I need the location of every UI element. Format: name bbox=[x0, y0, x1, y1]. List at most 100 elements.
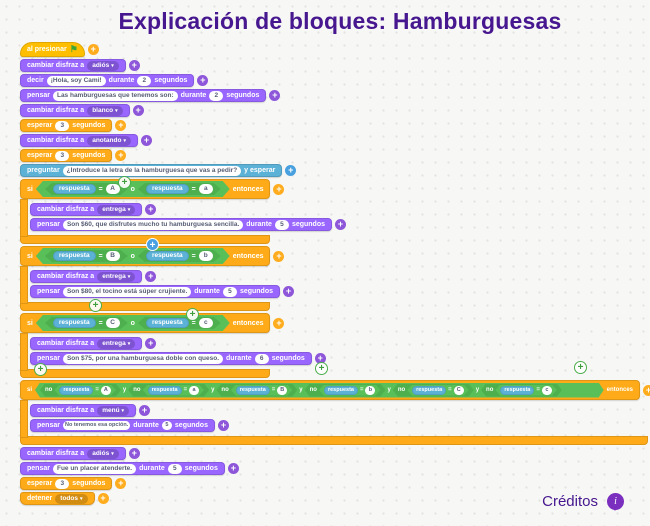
dropdown[interactable]: entrega ▾ bbox=[97, 338, 136, 349]
plus-button[interactable]: + bbox=[283, 286, 294, 297]
value-input[interactable]: A bbox=[106, 184, 120, 194]
respuesta-reporter[interactable]: respuesta bbox=[236, 386, 270, 395]
value-input[interactable]: B bbox=[106, 251, 120, 261]
plus-button[interactable]: + bbox=[227, 463, 239, 474]
respuesta-reporter[interactable]: respuesta bbox=[53, 251, 96, 261]
value-input[interactable]: 3 bbox=[55, 478, 70, 489]
plus-button[interactable]: + bbox=[197, 75, 209, 86]
floating-plus-marker[interactable]: + bbox=[89, 299, 102, 312]
value-input[interactable]: 6 bbox=[254, 353, 269, 364]
plus-button[interactable]: + bbox=[273, 317, 285, 329]
value-input[interactable]: C bbox=[106, 318, 120, 328]
dropdown[interactable]: anotando ▾ bbox=[87, 135, 131, 146]
credits-label[interactable]: Créditos bbox=[542, 493, 598, 510]
plus-button[interactable]: + bbox=[115, 150, 127, 161]
block-label: pensar bbox=[37, 422, 60, 429]
dropdown[interactable]: todos ▾ bbox=[55, 493, 88, 504]
value-input[interactable]: C bbox=[454, 386, 464, 395]
plus-button[interactable]: + bbox=[145, 204, 157, 215]
plus-button[interactable]: + bbox=[335, 219, 346, 230]
text-input[interactable]: Son $75, por una hamburguesa doble con q… bbox=[62, 353, 224, 364]
text-input[interactable]: Son $60, que disfrutes mucho tu hamburgu… bbox=[62, 219, 244, 230]
value-input[interactable]: 5 bbox=[274, 219, 289, 230]
dropdown[interactable]: adiós ▾ bbox=[87, 448, 119, 459]
block-label: y esperar bbox=[244, 167, 276, 174]
value-input[interactable]: c bbox=[199, 318, 213, 328]
plus-button[interactable]: + bbox=[285, 165, 297, 176]
text-input[interactable]: No tenemos esa opción. bbox=[62, 421, 131, 430]
respuesta-reporter[interactable]: respuesta bbox=[500, 386, 534, 395]
text-input[interactable]: ¿Introduce la letra de la hamburguesa qu… bbox=[62, 165, 242, 176]
floating-plus-marker[interactable]: + bbox=[574, 361, 587, 374]
respuesta-reporter[interactable]: respuesta bbox=[146, 184, 189, 194]
plus-button[interactable]: + bbox=[269, 90, 281, 101]
script-row: cambiar disfraz a entrega ▾ + bbox=[30, 270, 650, 283]
respuesta-reporter[interactable]: respuesta bbox=[59, 386, 93, 395]
dropdown-value: menú bbox=[102, 407, 120, 414]
plus-button[interactable]: + bbox=[273, 250, 285, 262]
plus-button[interactable]: + bbox=[132, 105, 144, 116]
value-input[interactable]: 3 bbox=[55, 150, 70, 161]
plus-button[interactable]: + bbox=[314, 353, 326, 364]
respuesta-reporter[interactable]: respuesta bbox=[146, 251, 189, 261]
dropdown[interactable]: adiós ▾ bbox=[87, 60, 119, 71]
text-input[interactable]: Fue un placer atenderte. bbox=[52, 463, 137, 474]
plus-button[interactable]: + bbox=[87, 44, 99, 55]
respuesta-reporter[interactable]: respuesta bbox=[324, 386, 358, 395]
value-input[interactable]: 5 bbox=[222, 286, 237, 297]
block-looks: cambiar disfraz a adiós ▾ bbox=[20, 59, 126, 72]
respuesta-reporter[interactable]: respuesta bbox=[148, 386, 182, 395]
plus-button[interactable]: + bbox=[217, 420, 229, 431]
plus-button[interactable]: + bbox=[139, 405, 151, 416]
floating-plus-marker[interactable]: + bbox=[118, 176, 131, 189]
condition-hex: no respuesta = a bbox=[128, 384, 209, 397]
value-input[interactable]: 5 bbox=[161, 421, 172, 430]
condition-hex: respuesta = b bbox=[138, 250, 221, 262]
value-input[interactable]: 5 bbox=[167, 463, 182, 474]
plus-button[interactable]: + bbox=[145, 338, 157, 349]
value-input[interactable]: b bbox=[365, 386, 375, 395]
value-input[interactable]: a bbox=[189, 386, 199, 395]
plus-button[interactable]: + bbox=[273, 183, 285, 195]
value-input[interactable]: A bbox=[101, 386, 111, 395]
script-row: cambiar disfraz a adiós ▾ + bbox=[20, 447, 650, 460]
plus-button[interactable]: + bbox=[140, 135, 152, 146]
respuesta-reporter[interactable]: respuesta bbox=[412, 386, 446, 395]
dropdown[interactable]: blanco ▾ bbox=[87, 105, 123, 116]
plus-button[interactable]: + bbox=[115, 120, 127, 131]
value-input[interactable]: B bbox=[277, 386, 287, 395]
respuesta-reporter[interactable]: respuesta bbox=[53, 184, 96, 194]
plus-button[interactable]: + bbox=[643, 384, 650, 396]
text-input[interactable]: Son $80, el tocino está súper crujiente. bbox=[62, 286, 192, 297]
block-label: si bbox=[27, 387, 33, 393]
plus-button[interactable]: + bbox=[145, 271, 157, 282]
plus-button[interactable]: + bbox=[128, 448, 140, 459]
plus-button[interactable]: + bbox=[97, 493, 109, 504]
value-input[interactable]: c bbox=[542, 386, 552, 395]
value-input[interactable]: b bbox=[199, 251, 213, 261]
value-input[interactable]: a bbox=[199, 184, 213, 194]
info-pin-icon[interactable]: i bbox=[607, 493, 624, 511]
floating-plus-marker[interactable]: + bbox=[315, 362, 328, 375]
dropdown[interactable]: entrega ▾ bbox=[97, 271, 136, 282]
respuesta-reporter[interactable]: respuesta bbox=[146, 318, 189, 328]
value-input[interactable]: 2 bbox=[137, 75, 152, 86]
block-label: durante bbox=[194, 288, 220, 295]
value-input[interactable]: 2 bbox=[209, 90, 224, 101]
block-label: segundos bbox=[239, 288, 273, 295]
floating-plus-marker[interactable]: + bbox=[186, 308, 199, 321]
plus-button[interactable]: + bbox=[128, 60, 140, 71]
floating-plus-marker[interactable]: + bbox=[146, 238, 159, 251]
script-row: al presionar ⚑ + bbox=[20, 42, 650, 57]
dropdown[interactable]: entrega ▾ bbox=[97, 204, 136, 215]
plus-button[interactable]: + bbox=[115, 478, 127, 489]
block-label: y bbox=[122, 387, 127, 393]
block-label: esperar bbox=[27, 480, 53, 487]
floating-plus-marker[interactable]: + bbox=[34, 363, 47, 376]
dropdown[interactable]: menú ▾ bbox=[97, 405, 130, 416]
condition-hex: respuesta = a bbox=[138, 183, 221, 195]
value-input[interactable]: 3 bbox=[55, 120, 70, 131]
text-input[interactable]: ¡Hola, soy Cami! bbox=[46, 75, 106, 86]
respuesta-reporter[interactable]: respuesta bbox=[53, 318, 96, 328]
text-input[interactable]: Las hamburguesas que tenemos son: bbox=[52, 90, 178, 101]
